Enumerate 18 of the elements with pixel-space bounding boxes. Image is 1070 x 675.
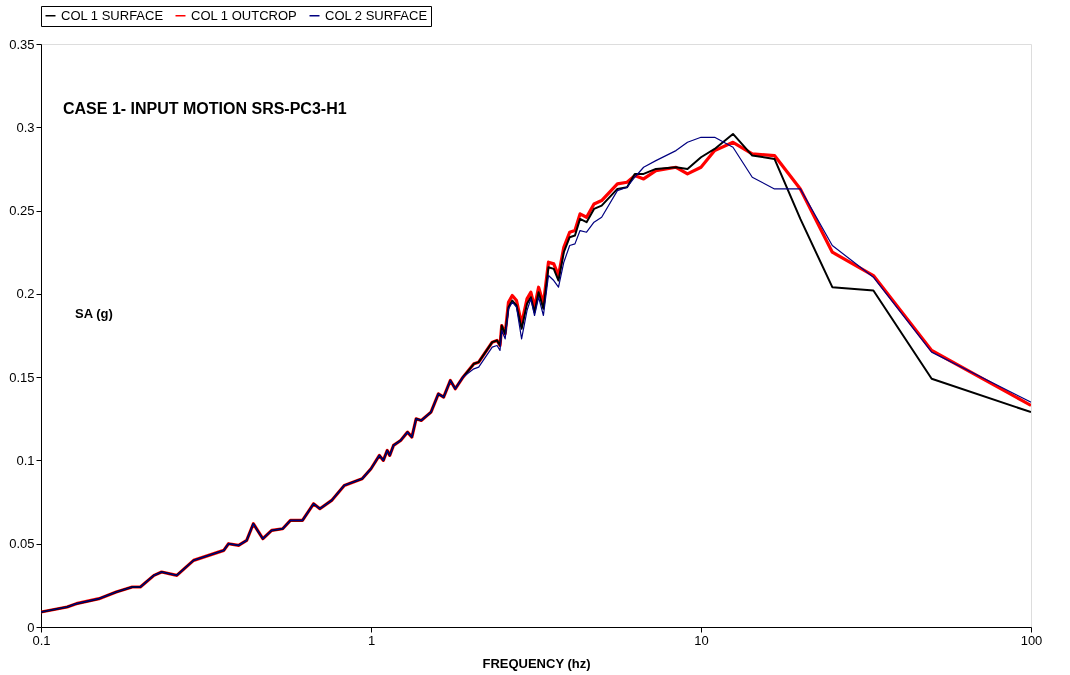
y-tick-label: 0.25: [9, 203, 35, 219]
x-tick-label: 10: [694, 632, 709, 648]
x-axis-title: FREQUENCY (hz): [482, 655, 591, 671]
text: CASE 1- INPUT MOTION SRS-PC3-H1: [63, 100, 347, 117]
y-tick-label: 0.35: [9, 36, 35, 52]
x-tick-label: 1: [367, 632, 376, 648]
y-axis-title: SA (g): [75, 306, 113, 321]
y-tick-label: 0.2: [16, 286, 35, 302]
legend-label: COL 2 SURFACE: [325, 7, 428, 23]
legend-label: COL 1 SURFACE: [61, 7, 164, 23]
y-tick-label: 0.3: [16, 119, 35, 135]
y-tick-label: 0.1: [16, 452, 35, 468]
x-tick-label: 0.1: [32, 632, 51, 648]
y-tick-label: 0.15: [9, 369, 35, 385]
x-tick-label: 100: [1020, 632, 1043, 648]
legend-label: COL 1 OUTCROP: [191, 7, 297, 23]
y-tick-label: 0: [27, 619, 35, 635]
y-tick-label: 0.05: [9, 536, 35, 552]
